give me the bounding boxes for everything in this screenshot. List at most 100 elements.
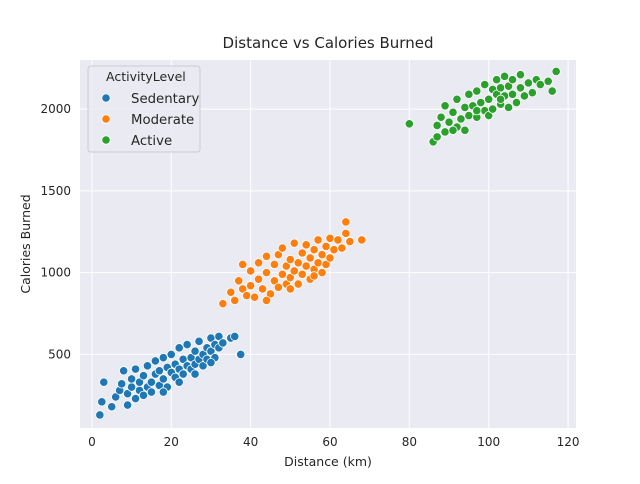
data-point [123, 389, 133, 399]
data-point [444, 117, 454, 127]
data-point [253, 274, 264, 284]
data-point [551, 66, 561, 77]
legend: ActivityLevel Sedentary Moderate Active [87, 65, 201, 153]
data-point [297, 269, 307, 279]
legend-item-active: Active [101, 134, 172, 149]
data-point [301, 261, 311, 271]
data-point [507, 89, 518, 99]
data-point [269, 276, 280, 286]
data-point [138, 390, 149, 400]
data-point [289, 266, 299, 276]
data-point [313, 258, 323, 268]
y-tick-label: 1000 [40, 266, 71, 280]
legend-item-moderate: Moderate [101, 113, 194, 128]
data-point [345, 236, 355, 247]
legend-marker [101, 93, 111, 103]
data-point [277, 269, 287, 279]
data-point [238, 259, 248, 270]
data-point [226, 287, 236, 297]
x-axis-ticks: 0 20 40 60 80 100 120 [88, 435, 579, 449]
x-axis-label: Distance (km) [284, 454, 372, 469]
data-point [119, 366, 129, 376]
x-tick-label: 120 [557, 435, 580, 449]
data-point [158, 387, 168, 397]
data-point [305, 253, 315, 263]
data-point [246, 266, 256, 276]
data-point [460, 125, 470, 135]
data-point [142, 361, 153, 371]
data-point [158, 353, 168, 363]
data-point [472, 86, 482, 96]
data-point [146, 377, 157, 387]
data-point [507, 75, 518, 85]
data-point [515, 70, 526, 80]
data-point [523, 78, 533, 88]
data-point [515, 83, 526, 93]
data-point [357, 235, 367, 245]
data-point [341, 217, 351, 227]
data-point [488, 104, 498, 114]
data-point [484, 94, 494, 104]
data-point [146, 387, 157, 397]
data-point [448, 107, 458, 117]
data-point [436, 112, 446, 122]
data-point [285, 254, 295, 265]
y-tick-label: 500 [48, 347, 71, 361]
series-active [404, 66, 561, 147]
data-point [238, 284, 248, 294]
data-point [158, 374, 168, 384]
series-moderate [218, 217, 367, 309]
data-point [249, 292, 260, 302]
data-point [126, 382, 137, 392]
data-point [253, 258, 264, 268]
data-point [281, 261, 291, 271]
data-point [150, 356, 160, 366]
data-point [547, 86, 557, 96]
data-point [246, 281, 256, 291]
data-point [309, 245, 319, 255]
x-tick-label: 80 [402, 435, 417, 449]
legend-title: ActivityLevel [106, 69, 186, 84]
data-point [456, 114, 466, 124]
data-point [178, 369, 188, 379]
data-point [174, 343, 184, 353]
data-point [261, 251, 272, 261]
data-point [154, 366, 164, 376]
data-point [218, 299, 228, 309]
data-point [273, 250, 283, 260]
data-point [321, 259, 331, 270]
data-point [242, 290, 252, 301]
data-point [198, 361, 208, 371]
data-point [166, 349, 176, 359]
data-point [440, 127, 450, 137]
data-point [277, 243, 287, 253]
chart-title: Distance vs Calories Burned [223, 34, 434, 52]
data-point [317, 268, 327, 278]
data-point [230, 295, 240, 306]
data-point [130, 393, 141, 404]
data-point [499, 71, 510, 81]
data-point [99, 377, 109, 387]
data-point [273, 282, 283, 292]
y-tick-label: 2000 [40, 102, 71, 116]
data-point [289, 238, 299, 248]
data-point [535, 79, 545, 90]
data-point [472, 106, 482, 116]
legend-box [87, 65, 201, 153]
data-point [265, 289, 276, 299]
data-point [543, 76, 553, 86]
data-point [448, 125, 458, 135]
data-point [476, 97, 486, 108]
data-point [97, 397, 107, 407]
data-point [309, 271, 319, 281]
data-point [230, 331, 240, 342]
data-point [519, 91, 530, 101]
x-tick-label: 100 [477, 435, 500, 449]
legend-marker [101, 114, 111, 124]
data-point [123, 400, 133, 410]
data-point [440, 101, 450, 111]
x-tick-label: 0 [88, 435, 96, 449]
data-point [285, 284, 295, 294]
